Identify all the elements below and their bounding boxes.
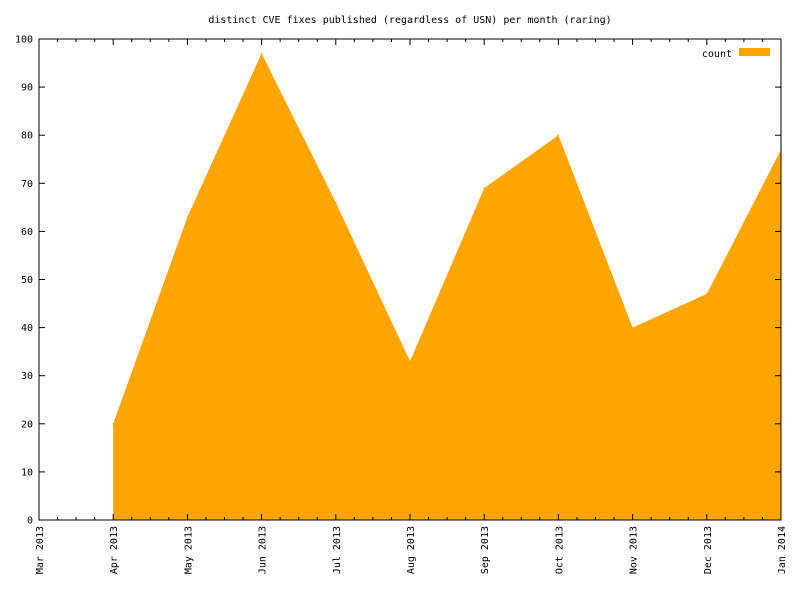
x-tick-label: Jan 2014 [777,526,788,574]
y-tick-label: 50 [21,275,33,286]
data-point [112,423,114,425]
legend: count [702,48,770,60]
data-point [186,216,189,218]
chart-title: distinct CVE fixes published (regardless… [208,15,611,26]
x-tick-label: Sep 2013 [480,526,491,574]
x-tick-label: Aug 2013 [406,526,417,574]
y-tick-label: 90 [21,83,33,94]
y-axis: 0 10 20 30 40 50 60 70 80 90 100 [15,35,781,527]
y-tick-label: 60 [21,227,33,238]
series-area-count [113,53,781,521]
x-tick-label: Nov 2013 [629,526,640,574]
y-tick-label: 0 [27,516,33,527]
data-point [557,134,560,136]
area-layer [112,52,782,521]
data-point [335,201,337,204]
y-tick-label: 100 [15,35,33,46]
legend-label: count [702,49,732,60]
x-tick-label: Apr 2013 [109,526,120,574]
data-point [483,187,486,189]
data-point [409,360,411,363]
y-tick-label: 10 [21,467,33,478]
y-tick-label: 20 [21,419,33,430]
x-tick-label: Mar 2013 [35,526,46,574]
data-point [260,52,263,55]
x-tick-label: Dec 2013 [703,526,714,574]
data-point [706,293,708,295]
x-tick-label: Jun 2013 [258,526,269,574]
x-tick-label: May 2013 [183,526,194,574]
y-tick-label: 70 [21,179,33,190]
y-tick-label: 40 [21,323,33,334]
data-point [631,326,634,329]
y-tick-label: 80 [21,131,33,142]
y-tick-label: 30 [21,371,33,382]
legend-swatch [739,48,770,56]
x-tick-label: Oct 2013 [554,526,565,574]
x-tick-label: Jul 2013 [332,526,343,574]
x-axis: Mar 2013 Apr 2013 May 2013 Jun 2013 Jul 2013… [35,39,788,574]
